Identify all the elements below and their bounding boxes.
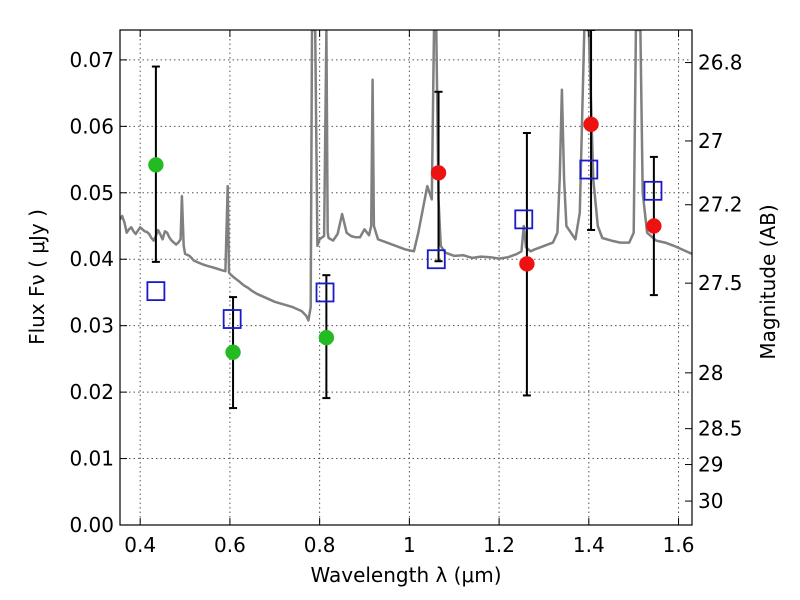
model-square bbox=[643, 180, 663, 201]
measured-point-green bbox=[225, 344, 241, 360]
y-tick-label: 0.01 bbox=[69, 447, 114, 471]
y-axis-title: Flux Fν ( μJy ) bbox=[25, 209, 49, 345]
y-tick-label: 0.06 bbox=[69, 114, 114, 138]
y2-tick-label: 27.2 bbox=[698, 193, 743, 217]
measured-point-green bbox=[318, 329, 335, 346]
x-tick-label: 0.4 bbox=[124, 533, 156, 557]
y2-tick-label: 27 bbox=[698, 129, 723, 153]
grid bbox=[120, 30, 692, 526]
y-tick-label: 0.00 bbox=[69, 513, 114, 537]
y2-axis-title: Magnitude (AB) bbox=[756, 204, 780, 359]
measured-point-red bbox=[583, 116, 599, 133]
x-tick-label: 1.4 bbox=[573, 533, 605, 557]
y-tick-label: 0.05 bbox=[69, 181, 114, 205]
model-square bbox=[579, 159, 599, 180]
y2-tick-label: 27.5 bbox=[698, 271, 743, 295]
x-tick-label: 1.6 bbox=[663, 533, 695, 557]
measured-point-red bbox=[430, 165, 447, 181]
plot-area bbox=[120, 30, 692, 525]
y2-tick-label: 29 bbox=[698, 453, 723, 477]
x-axis-title: Wavelength λ (μm) bbox=[310, 563, 501, 587]
y-tick-label: 0.07 bbox=[69, 48, 114, 72]
measured-point-green bbox=[148, 157, 164, 173]
x-tick-label: 0.8 bbox=[304, 533, 336, 557]
plot-frame bbox=[119, 29, 693, 526]
spectrum-layer bbox=[120, 30, 692, 322]
model-square bbox=[146, 281, 166, 302]
model-square bbox=[426, 249, 446, 270]
y-tick-label: 0.02 bbox=[69, 380, 114, 404]
measured-points-layer bbox=[148, 116, 662, 360]
y-tick-label: 0.03 bbox=[69, 314, 114, 338]
y2-tick-label: 30 bbox=[698, 489, 723, 513]
y-tick-label: 0.04 bbox=[69, 247, 114, 271]
spectrum-line bbox=[120, 30, 692, 322]
model-squares-layer bbox=[146, 159, 663, 329]
y-axis-ticks: 0.00 0.01 0.02 0.03 0.04 0.05 0.06 0.07 bbox=[69, 48, 127, 537]
model-square bbox=[315, 282, 335, 303]
y2-tick-label: 26.8 bbox=[698, 51, 743, 75]
measured-point-red bbox=[519, 256, 535, 272]
model-square bbox=[514, 209, 534, 230]
y2-axis-ticks: 26.8 27 27.2 27.5 28 28.5 29 30 bbox=[685, 51, 743, 513]
measured-point-red bbox=[646, 218, 662, 234]
x-tick-label: 0.6 bbox=[214, 533, 246, 557]
y2-tick-label: 28.5 bbox=[698, 417, 743, 441]
x-axis-ticks: 0.4 0.6 0.8 1 1.2 1.4 1.6 bbox=[124, 30, 694, 557]
model-square bbox=[222, 309, 242, 329]
x-tick-label: 1 bbox=[403, 533, 416, 557]
y2-tick-label: 28 bbox=[698, 361, 723, 385]
x-tick-label: 1.2 bbox=[483, 533, 515, 557]
